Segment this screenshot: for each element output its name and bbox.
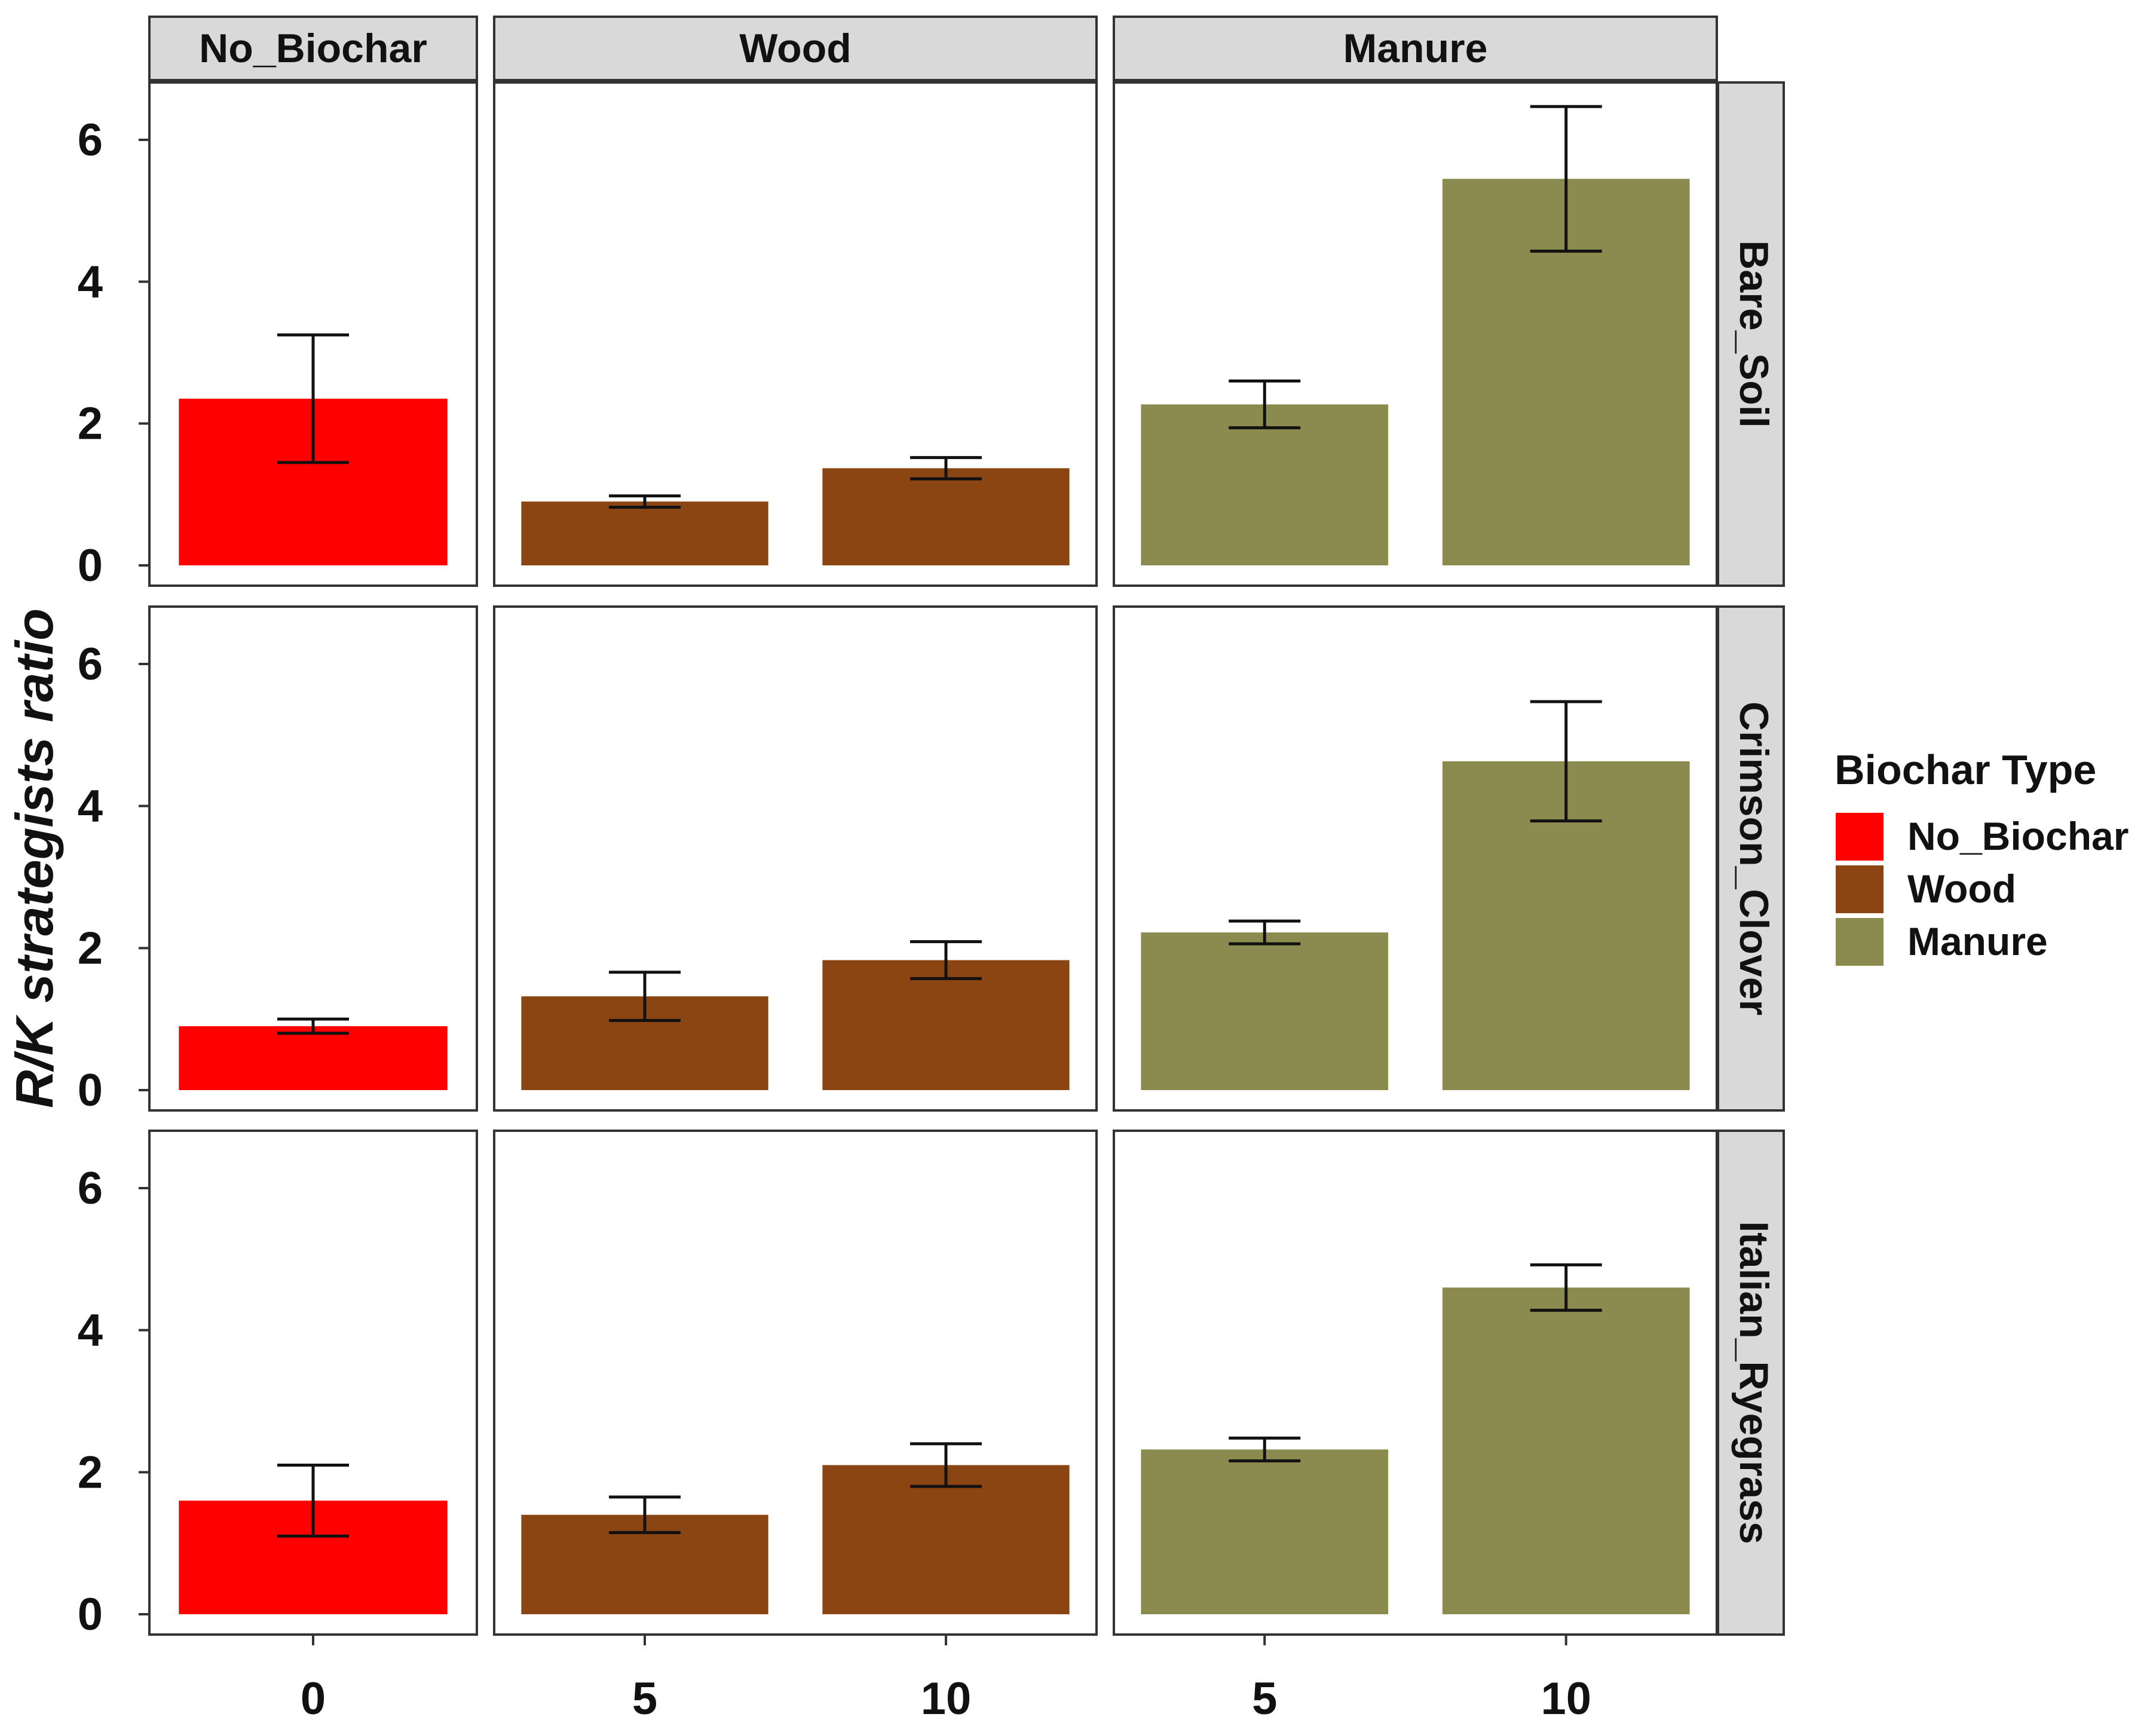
bar: [1442, 1287, 1690, 1614]
legend-swatch-no_biochar: [1836, 813, 1884, 861]
y-tick-label: 2: [78, 1447, 103, 1498]
legend-swatch-manure: [1836, 918, 1884, 966]
strip-wood: [493, 16, 1098, 81]
bar: [1141, 932, 1389, 1090]
strip-row-crimson_clover: [1717, 605, 1785, 1112]
y-tick-label: 0: [78, 1589, 103, 1640]
y-tick-label: 2: [78, 399, 103, 449]
legend-label: Wood: [1907, 867, 2016, 911]
strip-label: No_Biochar: [199, 26, 427, 71]
strip-label: Manure: [1343, 26, 1488, 71]
y-tick-label: 0: [78, 540, 103, 591]
strip-manure: [1113, 16, 1718, 81]
strip-no_biochar: [148, 16, 478, 81]
bar: [1141, 1449, 1389, 1614]
legend-title: Biochar Type: [1835, 746, 2096, 793]
strip-label: Wood: [739, 26, 852, 71]
x-tick-label: 5: [1252, 1673, 1277, 1724]
y-tick-label: 4: [78, 256, 103, 307]
strip-row-bare_soil: [1717, 81, 1785, 587]
x-tick-label: 10: [1541, 1673, 1591, 1724]
y-tick-label: 4: [78, 1305, 103, 1356]
y-axis-title: R/K strategists ratio: [5, 608, 64, 1108]
bar: [1141, 404, 1389, 565]
y-tick-label: 4: [78, 781, 103, 832]
x-tick-label: 10: [921, 1673, 972, 1724]
bar: [521, 501, 768, 565]
row-strip-label: Italian_Ryegrass: [1731, 1221, 1777, 1544]
legend-label: Manure: [1907, 919, 2048, 963]
bar: [822, 1465, 1070, 1614]
legend-swatch-wood: [1836, 865, 1884, 913]
bar: [179, 1026, 448, 1090]
bar: [822, 468, 1070, 565]
y-tick-label: 2: [78, 923, 103, 974]
row-strip-label: Crimson_Clover: [1731, 702, 1777, 1015]
x-tick-label: 5: [632, 1673, 657, 1724]
x-tick-label: 0: [301, 1673, 326, 1724]
y-tick-label: 6: [78, 115, 103, 166]
y-tick-label: 6: [78, 1163, 103, 1214]
row-strip-label: Bare_Soil: [1731, 240, 1777, 428]
legend-label: No_Biochar: [1907, 814, 2129, 858]
y-tick-label: 0: [78, 1065, 103, 1116]
bar: [822, 960, 1070, 1090]
y-tick-label: 6: [78, 639, 103, 690]
